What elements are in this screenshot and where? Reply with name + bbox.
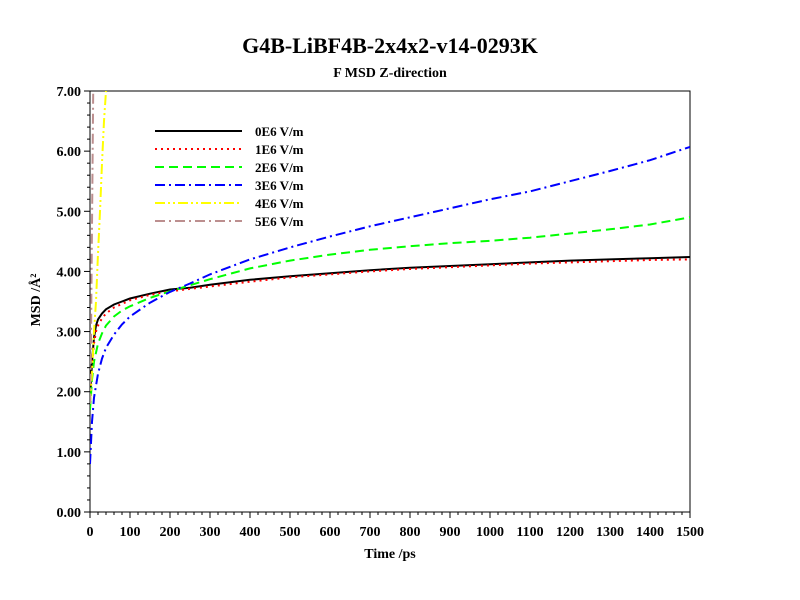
series-line-3 [90,145,690,464]
y-tick-label: 4.00 [57,265,82,280]
x-tick-label: 200 [160,525,181,540]
chart-title: G4B-LiBF4B-2x4x2-v14-0293K [242,33,538,58]
y-tick-label: 3.00 [57,326,82,341]
series-line-2 [90,216,690,410]
legend-label-5: 5E6 V/m [255,214,304,229]
y-tick-label: 7.00 [57,85,82,100]
x-tick-label: 1500 [676,525,704,540]
x-axis-label: Time /ps [364,547,416,562]
x-tick-label: 300 [200,525,221,540]
x-tick-label: 1200 [556,525,584,540]
legend-label-3: 3E6 V/m [255,178,304,193]
x-tick-label: 500 [280,525,301,540]
x-axis: 0 100 200 300 400 500 600 700 800 900 1000 1100 1200… [87,512,704,540]
x-tick-label: 800 [400,525,421,540]
legend-label-2: 2E6 V/m [255,160,304,175]
x-tick-label: 100 [120,525,141,540]
x-tick-label: 700 [360,525,381,540]
y-tick-label: 6.00 [57,145,82,160]
y-axis: 0.00 1.00 2.00 3.00 4.00 5.00 6.00 7.00 [57,85,90,521]
y-tick-label: 0.00 [57,506,82,521]
chart-subtitle: F MSD Z-direction [333,66,447,81]
plot-area [89,90,691,513]
legend-label-0: 0E6 V/m [255,124,304,139]
legend-label-1: 1E6 V/m [255,142,304,157]
series-line-1 [90,258,690,404]
series-group [90,91,690,464]
plot-frame [89,90,691,513]
y-tick-label: 1.00 [57,446,82,461]
x-tick-label: 1100 [516,525,543,540]
x-tick-label: 1000 [476,525,504,540]
x-tick-label: 0 [87,525,94,540]
x-tick-label: 900 [440,525,461,540]
y-tick-label: 5.00 [57,205,82,220]
x-tick-label: 400 [240,525,261,540]
series-line-0 [90,256,690,404]
y-tick-label: 2.00 [57,386,82,401]
x-tick-label: 1400 [636,525,664,540]
y-axis-label: MSD /Å² [28,274,44,327]
series-line-5 [90,91,95,404]
legend-label-4: 4E6 V/m [255,196,304,211]
legend: 0E6 V/m 1E6 V/m 2E6 V/m 3E6 V/m 4E6 V/m 5E6 V… [155,124,304,229]
x-tick-label: 1300 [596,525,624,540]
x-tick-label: 600 [320,525,341,540]
